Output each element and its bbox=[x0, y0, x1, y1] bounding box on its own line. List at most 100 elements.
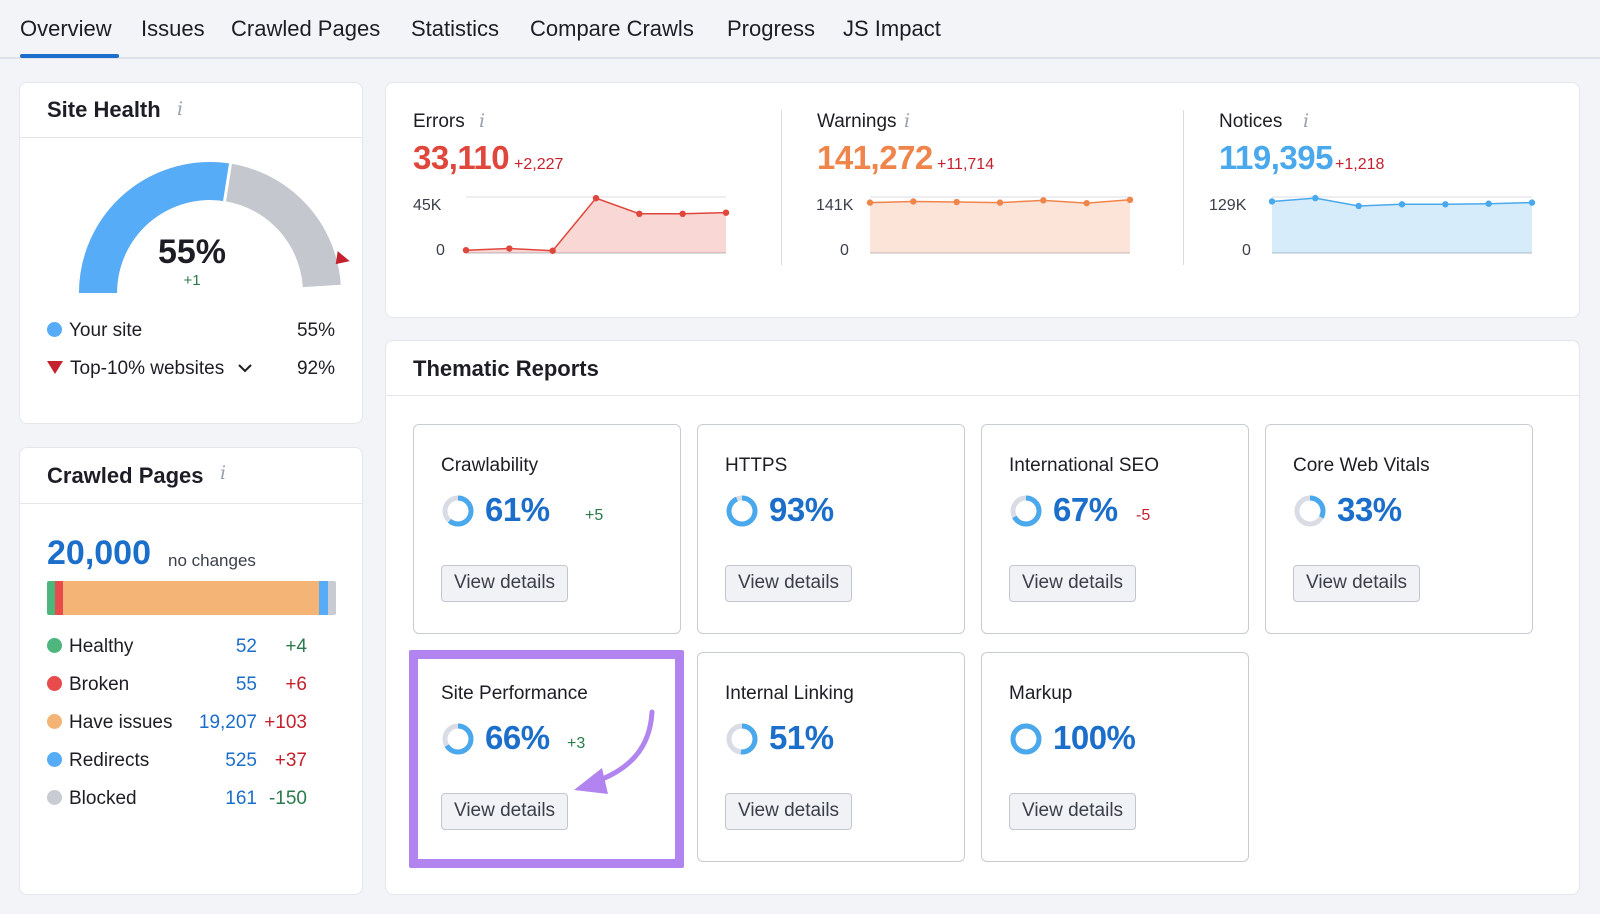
tab-compare-crawls[interactable]: Compare Crawls bbox=[530, 16, 694, 41]
sparkline-errors bbox=[462, 194, 730, 254]
row-delta: +37 bbox=[274, 750, 307, 771]
bar-segment-have-issues[interactable] bbox=[63, 581, 319, 615]
sparkline-point bbox=[679, 210, 686, 217]
sparkline-point bbox=[592, 194, 600, 202]
legend-label: Your site bbox=[69, 320, 143, 341]
progress-ring-icon bbox=[442, 495, 474, 527]
view-details-button[interactable]: View details bbox=[1293, 565, 1421, 602]
report-name: International SEO bbox=[1009, 455, 1159, 476]
row-count[interactable]: 52 bbox=[235, 636, 257, 657]
crawled-pages-total[interactable]: 20,000 bbox=[47, 534, 151, 572]
triangle-down-icon bbox=[47, 361, 63, 374]
crawled-pages-title: Crawled Pages bbox=[47, 463, 204, 488]
divider bbox=[1183, 110, 1184, 265]
site-health-card: Site Health i 55% +1 Your site 55% Top-1… bbox=[19, 82, 363, 424]
sparkline-area bbox=[870, 199, 1130, 253]
metric-value-notices[interactable]: 119,395 bbox=[1219, 139, 1333, 176]
row-label: Blocked bbox=[69, 788, 137, 809]
metric-value-warnings[interactable]: 141,272 bbox=[817, 139, 933, 176]
broken-dot-icon bbox=[47, 676, 62, 691]
sparkline-warnings bbox=[866, 196, 1134, 254]
crawled-pages-header: Crawled Pages i bbox=[20, 448, 362, 504]
info-icon[interactable]: i bbox=[904, 110, 911, 132]
view-details-button[interactable]: View details bbox=[1009, 565, 1137, 602]
sparkline-point bbox=[1040, 197, 1047, 204]
tab-progress[interactable]: Progress bbox=[727, 16, 816, 41]
top-10-marker-icon bbox=[335, 251, 350, 265]
bar-segment-blocked[interactable] bbox=[328, 581, 336, 615]
report-card-https: HTTPS 93% View details bbox=[697, 424, 965, 634]
bar-segment-broken[interactable] bbox=[55, 581, 63, 615]
site-health-gauge bbox=[79, 162, 350, 294]
metric-value-errors[interactable]: 33,110 bbox=[413, 139, 510, 176]
sparkline-point bbox=[1355, 202, 1362, 210]
progress-ring-icon bbox=[1294, 495, 1326, 527]
report-name: Markup bbox=[1009, 683, 1073, 704]
report-score: 61% bbox=[485, 491, 550, 528]
view-details-button[interactable]: View details bbox=[441, 565, 569, 602]
view-details-button[interactable]: View details bbox=[1009, 793, 1137, 830]
tab-overview[interactable]: Overview bbox=[20, 16, 112, 41]
metric-label-warnings: Warnings bbox=[817, 111, 897, 132]
issues-metrics-card: Errors i 33,110 +2,227 45K 0 Warnings i 141,272 +… bbox=[385, 82, 1580, 318]
sparkline-point bbox=[1083, 199, 1090, 207]
tab-js-impact[interactable]: JS Impact bbox=[843, 16, 941, 41]
row-label: Healthy bbox=[69, 636, 134, 657]
sparkline-point bbox=[722, 209, 730, 216]
report-card-internal-linking: Internal Linking 51% View details bbox=[697, 652, 965, 862]
legend-your-site: Your site bbox=[47, 320, 142, 342]
row-label: Redirects bbox=[69, 750, 150, 771]
view-details-button[interactable]: View details bbox=[725, 793, 853, 830]
thematic-reports-card: Thematic Reports Crawlability 61% +5 View d… bbox=[385, 340, 1580, 895]
sparkline-point bbox=[1312, 194, 1319, 202]
y-axis-min-label: 0 bbox=[436, 242, 445, 259]
sparkline-point bbox=[953, 198, 960, 206]
view-details-button[interactable]: View details bbox=[725, 565, 853, 602]
row-delta: -150 bbox=[268, 788, 307, 809]
sparkline-point bbox=[996, 199, 1004, 206]
have-issues-dot-icon bbox=[47, 714, 62, 729]
info-icon[interactable]: i bbox=[220, 462, 227, 484]
sparkline-point bbox=[462, 247, 470, 254]
report-name: Internal Linking bbox=[725, 683, 854, 704]
info-icon[interactable]: i bbox=[1303, 110, 1310, 132]
metric-label-notices: Notices bbox=[1219, 111, 1283, 132]
redirects-dot-icon bbox=[47, 752, 62, 767]
sparkline-point bbox=[506, 245, 513, 252]
bar-segment-redirects[interactable] bbox=[319, 581, 328, 615]
row-count[interactable]: 161 bbox=[225, 788, 257, 809]
blocked-dot-icon bbox=[47, 790, 62, 805]
tab-crawled-pages[interactable]: Crawled Pages bbox=[231, 16, 381, 41]
sparkline-point bbox=[1126, 196, 1134, 203]
y-axis-max-label: 45K bbox=[413, 197, 442, 214]
report-score: 66% bbox=[485, 719, 550, 756]
crawled-row-healthy: Healthy bbox=[47, 636, 133, 658]
site-health-value: 55% bbox=[157, 233, 227, 271]
bar-segment-healthy[interactable] bbox=[47, 581, 55, 615]
view-details-button[interactable]: View details bbox=[441, 793, 569, 830]
legend-top-10[interactable]: Top-10% websites bbox=[47, 358, 253, 380]
y-axis-min-label: 0 bbox=[840, 242, 849, 259]
crawled-pages-bar bbox=[47, 581, 336, 615]
tab-statistics[interactable]: Statistics bbox=[411, 16, 500, 41]
row-count[interactable]: 55 bbox=[235, 674, 257, 695]
highlight-box bbox=[409, 650, 684, 868]
metric-delta-notices: +1,218 bbox=[1335, 156, 1385, 173]
info-icon[interactable]: i bbox=[479, 110, 486, 132]
annotation-arrow-icon bbox=[574, 709, 655, 794]
gauge-fill bbox=[79, 162, 231, 294]
report-card-core-web-vitals: Core Web Vitals 33% View details bbox=[1265, 424, 1533, 634]
report-score: 93% bbox=[769, 491, 834, 528]
info-icon[interactable]: i bbox=[177, 98, 184, 120]
crawled-pages-card: Crawled Pages i 20,000 no changes Health… bbox=[19, 447, 363, 895]
chevron-down-icon[interactable] bbox=[238, 363, 253, 373]
row-count[interactable]: 19,207 bbox=[198, 712, 257, 733]
progress-ring-icon bbox=[442, 723, 474, 755]
report-score: 100% bbox=[1053, 719, 1136, 756]
sparkline-point bbox=[866, 199, 874, 206]
crawled-row-have-issues: Have issues bbox=[47, 712, 173, 734]
crawled-row-redirects: Redirects bbox=[47, 750, 149, 772]
tab-issues[interactable]: Issues bbox=[141, 16, 205, 41]
sparkline-point bbox=[910, 198, 917, 205]
row-count[interactable]: 525 bbox=[225, 750, 257, 771]
